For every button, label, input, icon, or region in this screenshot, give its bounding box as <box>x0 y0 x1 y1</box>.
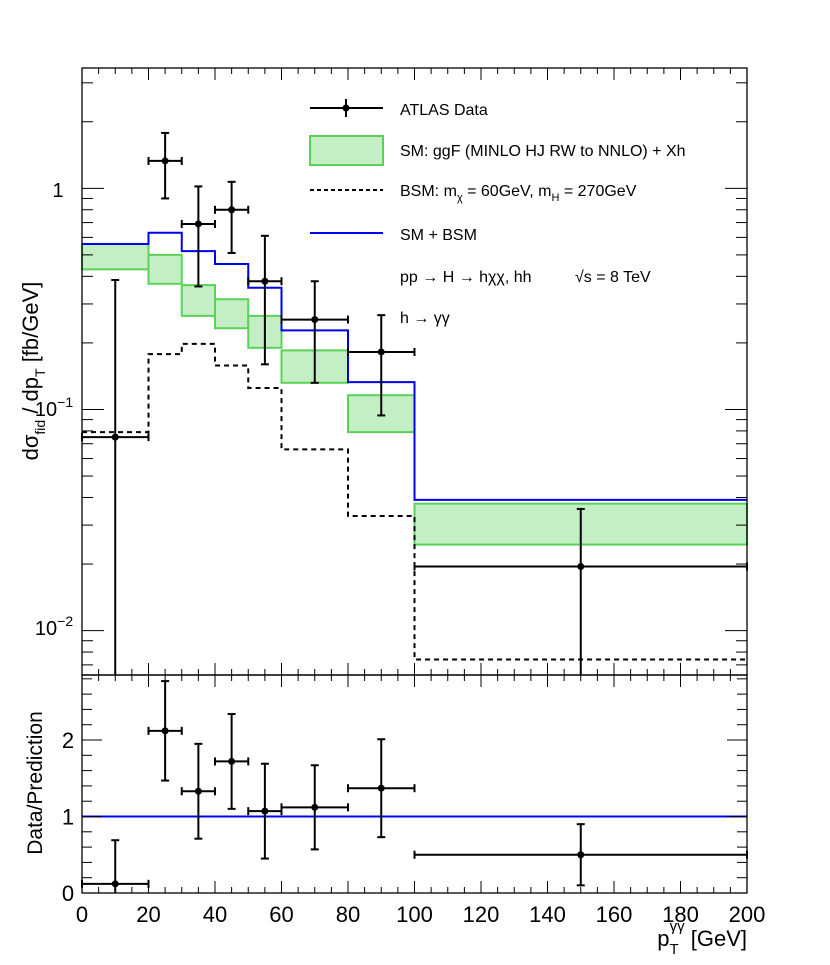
main-y-axis-label: dσfid / dpT [fb/GeV] <box>18 282 48 461</box>
legend-sm-swatch <box>309 135 384 166</box>
x-tick-label-120: 120 <box>463 902 500 927</box>
y-tick-label-0.01: 10−2 <box>35 613 73 640</box>
x-axis-label: pTγγ [GeV] <box>657 918 747 958</box>
x-tick-label-60: 60 <box>269 902 293 927</box>
y-tick-label-0.1: 10−1 <box>35 394 73 421</box>
annotation-process: pp → H → hχχ, hh <box>400 269 532 286</box>
ratio-y-tick-label-2: 2 <box>62 728 74 753</box>
data-point-5 <box>311 316 319 324</box>
sm-band-bin-0 <box>81 243 150 271</box>
ratio-y-axis-label: Data/Prediction <box>24 711 47 855</box>
legend: ATLAS Data SM: ggF (MINLO HJ RW to NNLO)… <box>309 99 686 327</box>
data-point-1 <box>161 157 169 165</box>
x-tick-label-0: 0 <box>76 902 88 927</box>
x-tick-label-180: 180 <box>662 902 699 927</box>
legend-bsm-label: BSM: mχ = 60GeV, mH = 270GeV <box>400 183 637 204</box>
ratio-point-1 <box>161 727 169 735</box>
sm-band-bin-1 <box>147 253 183 285</box>
data-point-layer <box>81 131 748 675</box>
sm-band-bin-3 <box>214 298 250 330</box>
data-point-2 <box>194 220 202 228</box>
data-point-7 <box>577 562 585 570</box>
x-tick-label-40: 40 <box>203 902 227 927</box>
x-tick-label-160: 160 <box>596 902 633 927</box>
data-point-6 <box>377 348 385 356</box>
data-point-4 <box>261 277 269 285</box>
legend-sm-label: SM: ggF (MINLO HJ RW to NNLO) + Xh <box>400 143 686 160</box>
x-tick-label-20: 20 <box>136 902 160 927</box>
ratio-point-5 <box>311 803 319 811</box>
annotation-decay: h → γγ <box>400 310 450 327</box>
bsm-step-line <box>82 342 747 661</box>
x-tick-label-80: 80 <box>336 902 360 927</box>
ratio-layer <box>81 680 748 893</box>
x-tick-label-140: 140 <box>529 902 566 927</box>
legend-sum-label: SM + BSM <box>400 227 477 244</box>
ratio-plot-frame <box>81 674 748 894</box>
ratio-point-7 <box>577 851 585 859</box>
x-tick-label-100: 100 <box>396 902 433 927</box>
ratio-y-tick-label-0: 0 <box>62 881 74 906</box>
ratio-y-tick-label-1: 1 <box>62 805 74 830</box>
ratio-point-3 <box>228 757 236 765</box>
y-tick-label-1: 1 <box>52 180 63 202</box>
legend-data-marker <box>342 104 350 112</box>
ratio-point-2 <box>194 787 202 795</box>
tick-layer: 0 20 40 60 80 100 120 140 160 180 200 0 1 2 <box>62 68 765 927</box>
ratio-point-0 <box>111 880 119 888</box>
annotation-energy: √s = 8 TeV <box>575 269 651 286</box>
x-tick-label-200: 200 <box>729 902 766 927</box>
sm-band-bin-2 <box>180 284 216 317</box>
legend-data-label: ATLAS Data <box>400 102 488 119</box>
ratio-point-6 <box>377 784 385 792</box>
ratio-point-4 <box>261 807 269 815</box>
data-point-0 <box>111 433 119 441</box>
data-point-3 <box>228 206 236 214</box>
